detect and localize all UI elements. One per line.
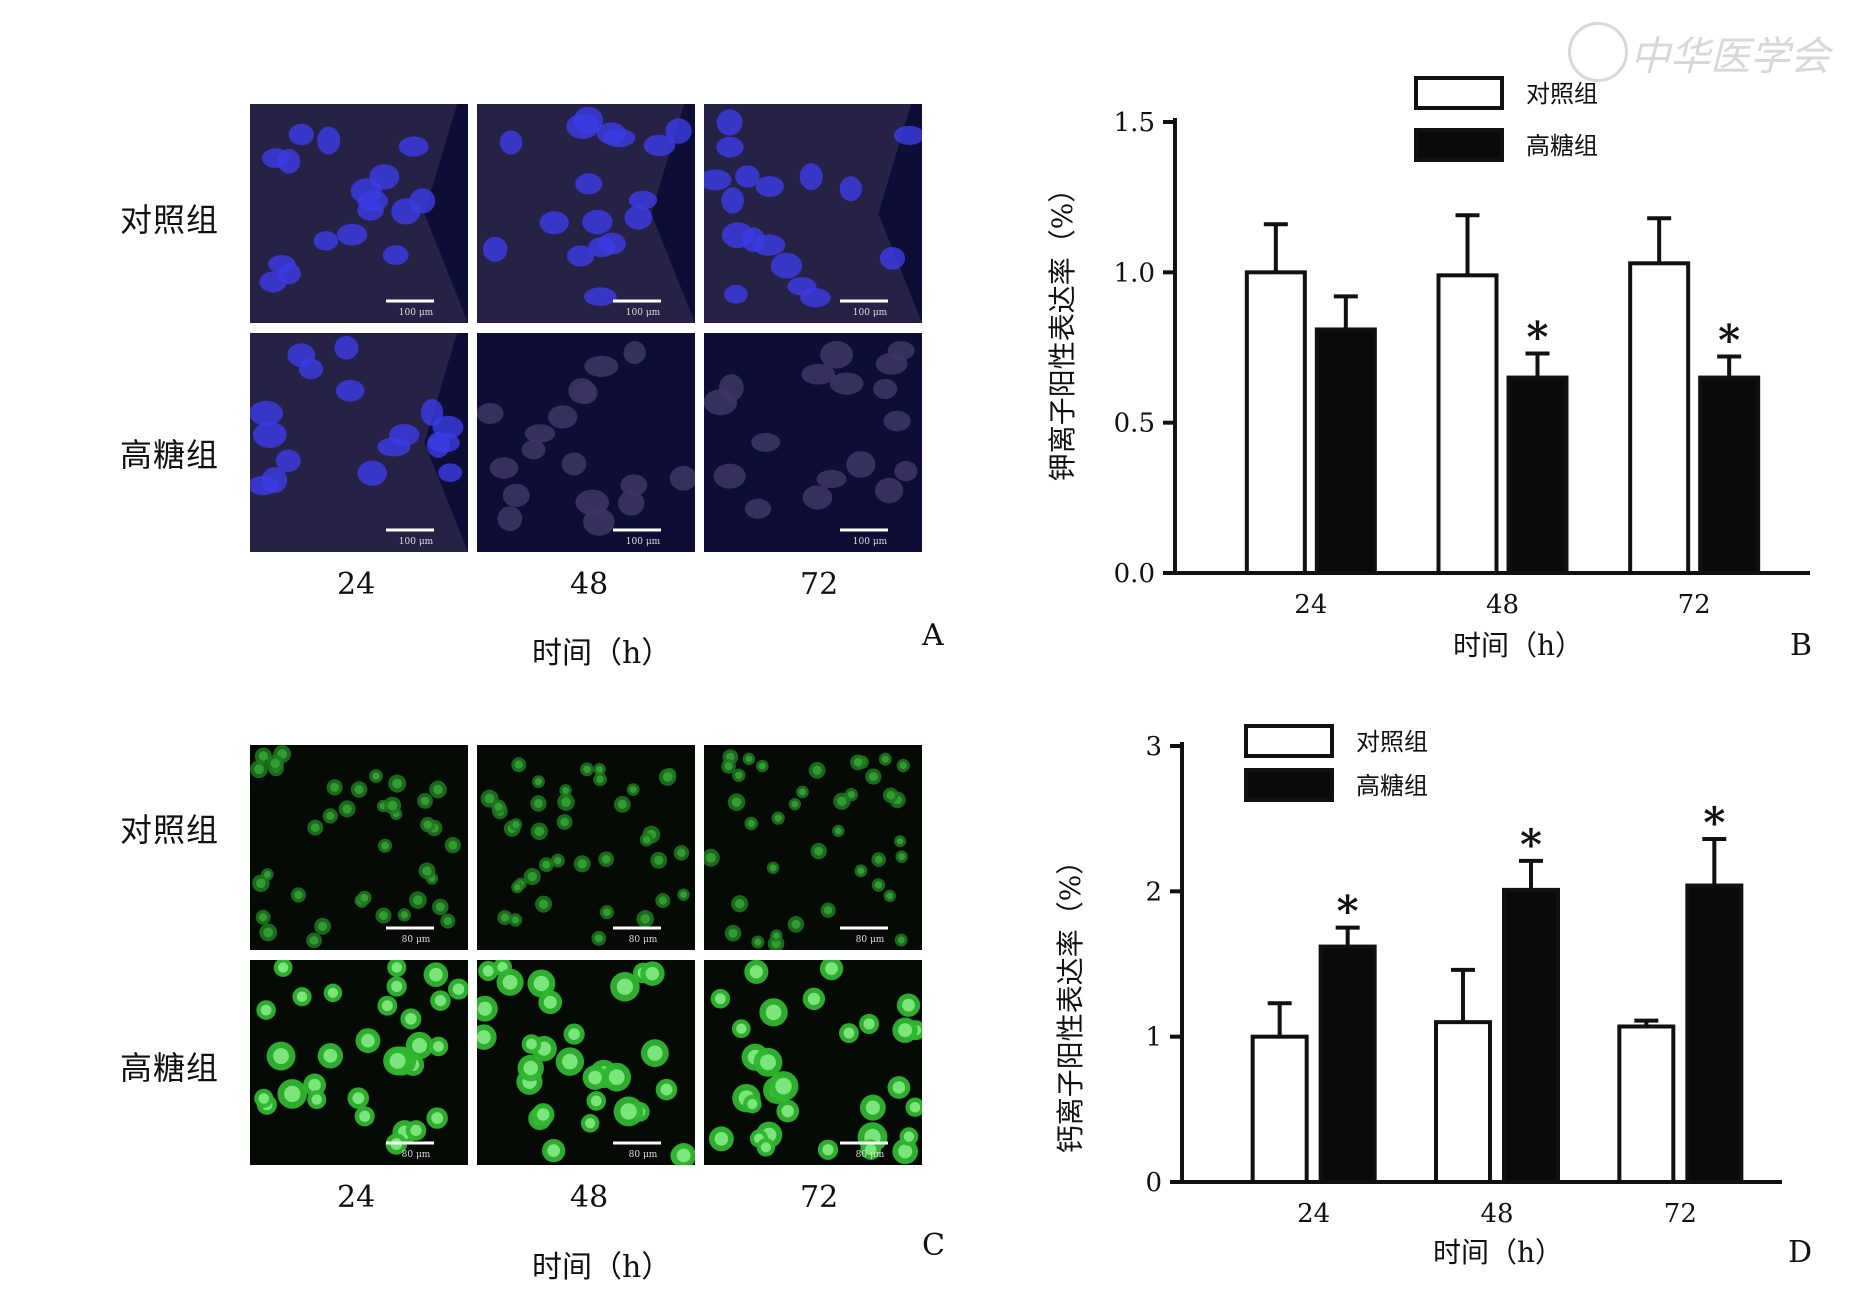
panel-c-x-axis-label: 时间（h） xyxy=(532,1250,672,1285)
y-tick-label: 1 xyxy=(1145,1023,1162,1053)
bar-highglucose xyxy=(1506,375,1569,576)
scale-bar-label: 100 μm xyxy=(853,308,888,318)
micrograph-tile: 100 μm xyxy=(477,333,695,552)
bar-highglucose xyxy=(1314,327,1377,575)
scale-bar-label: 80 μm xyxy=(856,1150,885,1160)
y-tick-label: 1.5 xyxy=(1114,108,1155,138)
significance-mark: * xyxy=(1703,798,1725,847)
panel-c-row-label-control: 对照组 xyxy=(120,811,220,849)
micrograph-tile: 100 μm xyxy=(250,333,468,552)
panel-a-col-label-24: 24 xyxy=(337,567,376,602)
x-tick-label: 48 xyxy=(1486,590,1519,620)
significance-mark: * xyxy=(1718,316,1740,365)
panel-a-col-label-48: 48 xyxy=(570,567,609,602)
scale-bar-label: 80 μm xyxy=(629,935,658,945)
bar-highglucose xyxy=(1318,944,1377,1184)
legend-swatch-highglucose xyxy=(1244,768,1334,802)
panel-a-x-axis-label: 时间（h） xyxy=(532,636,672,671)
micrograph-tile: 100 μm xyxy=(250,104,468,323)
scale-bar-label: 100 μm xyxy=(399,537,434,547)
panel-a-col-label-72: 72 xyxy=(800,567,839,602)
watermark-seal-icon xyxy=(1568,22,1628,82)
scale-bar-label: 80 μm xyxy=(402,1150,431,1160)
panel-c-image-grid: 80 μm 80 μm 80 μm 80 μm 80 μm 80 μm xyxy=(250,745,922,1165)
watermark-text: 中华医学会 xyxy=(1630,34,1830,80)
y-tick-label: 3 xyxy=(1145,732,1162,762)
x-tick-label: 72 xyxy=(1678,590,1711,620)
scale-bar-label: 100 μm xyxy=(853,537,888,547)
bar-control xyxy=(1436,273,1499,575)
panel-a-letter: A xyxy=(922,618,944,653)
panel-a-image-grid: 100 μm 100 μm 100 μm 100 μm 100 μm 100 μm xyxy=(250,104,922,552)
legend-label-highglucose: 高糖组 xyxy=(1356,772,1428,800)
chart-d-x-axis-label: 时间（h） xyxy=(1433,1236,1563,1269)
micrograph-tile: 80 μm xyxy=(704,745,922,950)
panel-c-row-label-highglucose: 高糖组 xyxy=(120,1049,220,1087)
chart-d-panel-letter: D xyxy=(1788,1235,1812,1270)
legend-swatch-highglucose xyxy=(1414,128,1504,162)
x-tick-label: 48 xyxy=(1480,1199,1513,1229)
panel-c-col-label-48: 48 xyxy=(570,1180,609,1215)
bar-control xyxy=(1617,1024,1676,1185)
legend-label-control: 对照组 xyxy=(1356,728,1428,756)
micrograph-tile: 100 μm xyxy=(704,333,922,552)
y-tick-label: 2 xyxy=(1145,877,1162,907)
bar-control xyxy=(1250,1034,1309,1184)
bar-highglucose xyxy=(1698,375,1761,576)
legend-swatch-control xyxy=(1244,724,1334,758)
micrograph-tile: 80 μm xyxy=(704,960,922,1165)
panel-a-row-label-highglucose: 高糖组 xyxy=(120,436,220,474)
micrograph-tile: 80 μm xyxy=(250,960,468,1165)
bar-control xyxy=(1244,270,1307,575)
micrograph-tile: 80 μm xyxy=(477,960,695,1165)
panel-a-row-label-control: 对照组 xyxy=(120,201,220,239)
y-tick-label: 0 xyxy=(1145,1168,1162,1198)
y-tick-label: 1.0 xyxy=(1114,258,1155,288)
chart-d-y-axis-label: 钙离子阳性表达率（%） xyxy=(1054,847,1087,1154)
micrograph-tile: 100 μm xyxy=(704,104,922,323)
x-tick-label: 72 xyxy=(1664,1199,1697,1229)
bar-control xyxy=(1628,261,1691,576)
bar-control xyxy=(1434,1020,1492,1184)
y-tick-label: 0.0 xyxy=(1114,559,1155,589)
significance-mark: * xyxy=(1337,887,1359,936)
y-tick-label: 0.5 xyxy=(1114,409,1155,439)
panel-c-col-label-72: 72 xyxy=(800,1180,839,1215)
scale-bar-label: 80 μm xyxy=(402,935,431,945)
chart-b-x-axis-label: 时间（h） xyxy=(1453,629,1583,662)
legend-label-control: 对照组 xyxy=(1526,80,1598,108)
significance-mark: * xyxy=(1527,313,1549,362)
scale-bar-label: 100 μm xyxy=(399,308,434,318)
scale-bar-label: 100 μm xyxy=(626,308,661,318)
x-tick-label: 24 xyxy=(1294,590,1327,620)
legend-swatch-control xyxy=(1414,76,1504,110)
bar-highglucose xyxy=(1502,887,1560,1184)
bar-highglucose xyxy=(1685,883,1744,1185)
micrograph-tile: 80 μm xyxy=(250,745,468,950)
scale-bar-label: 80 μm xyxy=(856,935,885,945)
legend-label-highglucose: 高糖组 xyxy=(1526,132,1598,160)
scale-bar-label: 100 μm xyxy=(626,537,661,547)
scale-bar-label: 80 μm xyxy=(629,1150,658,1160)
x-tick-label: 24 xyxy=(1297,1199,1330,1229)
micrograph-tile: 80 μm xyxy=(477,745,695,950)
panel-c-letter: C xyxy=(922,1228,945,1263)
micrograph-tile: 100 μm xyxy=(477,104,695,323)
panel-c-col-label-24: 24 xyxy=(337,1180,376,1215)
chart-b-y-axis-label: 钾离子阳性表达率（%） xyxy=(1046,175,1079,482)
chart-b-panel-letter: B xyxy=(1790,628,1812,663)
significance-mark: * xyxy=(1520,820,1542,869)
